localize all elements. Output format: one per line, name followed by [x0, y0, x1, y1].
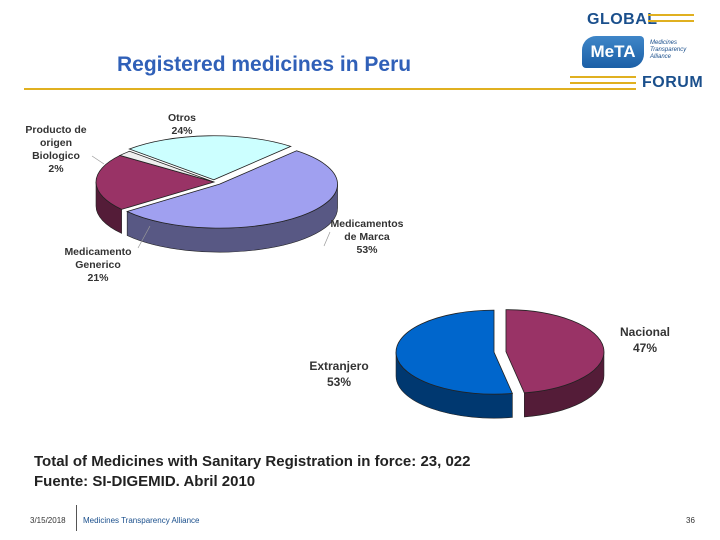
logo-global-text: GLOBAL	[587, 11, 658, 28]
meta-forum-logo: GLOBAL MeTA Medicines Transparency Allia…	[570, 8, 710, 94]
pie-chart-origin	[395, 309, 605, 419]
slide-title: Registered medicines in Peru	[117, 53, 412, 76]
logo-rule	[648, 14, 694, 16]
footer-date: 3/15/2018	[30, 516, 66, 525]
label-extranjero: Extranjero 53%	[309, 359, 369, 389]
label-marca: Medicamentos de Marca 53%	[330, 218, 404, 256]
logo-tagline: Medicines Transparency Alliance	[650, 40, 687, 60]
footnote-source: Fuente: SI-DIGEMID. Abril 2010	[34, 473, 256, 490]
logo-rule	[570, 82, 636, 84]
label-biologico: Producto de origen Biologico 2%	[25, 124, 87, 175]
footnote: Total of Medicines with Sanitary Registr…	[34, 452, 471, 492]
label-leader-lines	[91, 155, 331, 249]
logo-forum-text: FORUM	[642, 74, 704, 91]
leader-line	[323, 231, 331, 247]
title-divider	[24, 88, 636, 90]
footnote-total: Total of Medicines with Sanitary Registr…	[34, 453, 471, 470]
label-otros: Otros 24%	[167, 112, 196, 137]
pie-slice-producto-de-origen-biologico	[118, 150, 215, 183]
logo-rule	[648, 20, 694, 22]
pie-slice-medicamento-generico	[95, 155, 216, 210]
page-number: 36	[686, 516, 695, 525]
logo-badge: MeTA	[582, 36, 644, 68]
pie-slice-nacional	[505, 309, 605, 394]
leader-line	[91, 155, 105, 165]
footer-organization: Medicines Transparency Alliance	[83, 516, 200, 525]
leader-line	[137, 225, 151, 249]
logo-rule	[570, 76, 636, 78]
footer-divider	[76, 505, 77, 531]
label-generico: Medicamento Generico 21%	[64, 246, 132, 284]
pie-slice-medicamentos-de-marca	[126, 150, 338, 229]
label-nacional: Nacional 47%	[619, 325, 670, 355]
pie-slice-extranjero	[395, 309, 513, 395]
pie-slice-otros	[128, 135, 292, 181]
pie-chart-product-type	[95, 135, 338, 253]
